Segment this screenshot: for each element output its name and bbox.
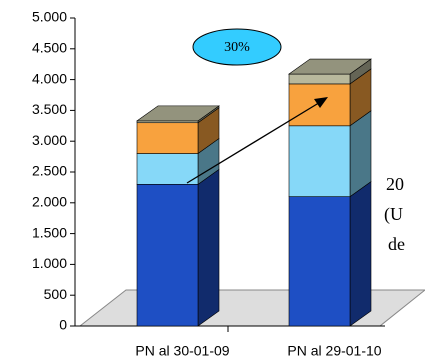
- y-tick-label: 4.500: [32, 40, 67, 56]
- floor: [78, 289, 425, 327]
- bar-side: [197, 168, 220, 327]
- y-tick-label: 0: [59, 317, 67, 333]
- bar-segment: [288, 125, 351, 197]
- y-tick-label: 1.000: [32, 255, 67, 271]
- callout-bubble: [192, 28, 282, 66]
- bar-segment: [136, 184, 199, 327]
- y-tick-label: 2.000: [32, 194, 67, 210]
- x-tick-label: PN al 30-01-09: [135, 343, 229, 359]
- bar-top: [288, 58, 372, 75]
- bar-segment: [288, 73, 351, 85]
- bar-segment: [288, 196, 351, 327]
- plot: [136, 58, 372, 327]
- annotation: (U: [384, 204, 403, 225]
- y-tick-label: 2.500: [32, 163, 67, 179]
- bar-segment: [136, 122, 199, 154]
- y-tick-label: 3.500: [32, 101, 67, 117]
- y-tick-label: 3.000: [32, 132, 67, 148]
- y-tick-label: 5.000: [32, 9, 67, 25]
- y-tick-label: 4.000: [32, 70, 67, 86]
- y-tick-label: 1.500: [32, 224, 67, 240]
- bar-segment: [136, 153, 199, 185]
- y-tick-label: 500: [44, 286, 68, 302]
- annotation: de: [388, 234, 405, 254]
- annotation: 20: [386, 174, 404, 194]
- arrow-head: [314, 97, 328, 108]
- x-tick-label: PN al 29-01-10: [287, 343, 381, 359]
- arrow: [186, 100, 323, 184]
- bar-side: [349, 181, 372, 327]
- bar-top: [136, 105, 220, 122]
- callout-text: 30%: [224, 40, 250, 55]
